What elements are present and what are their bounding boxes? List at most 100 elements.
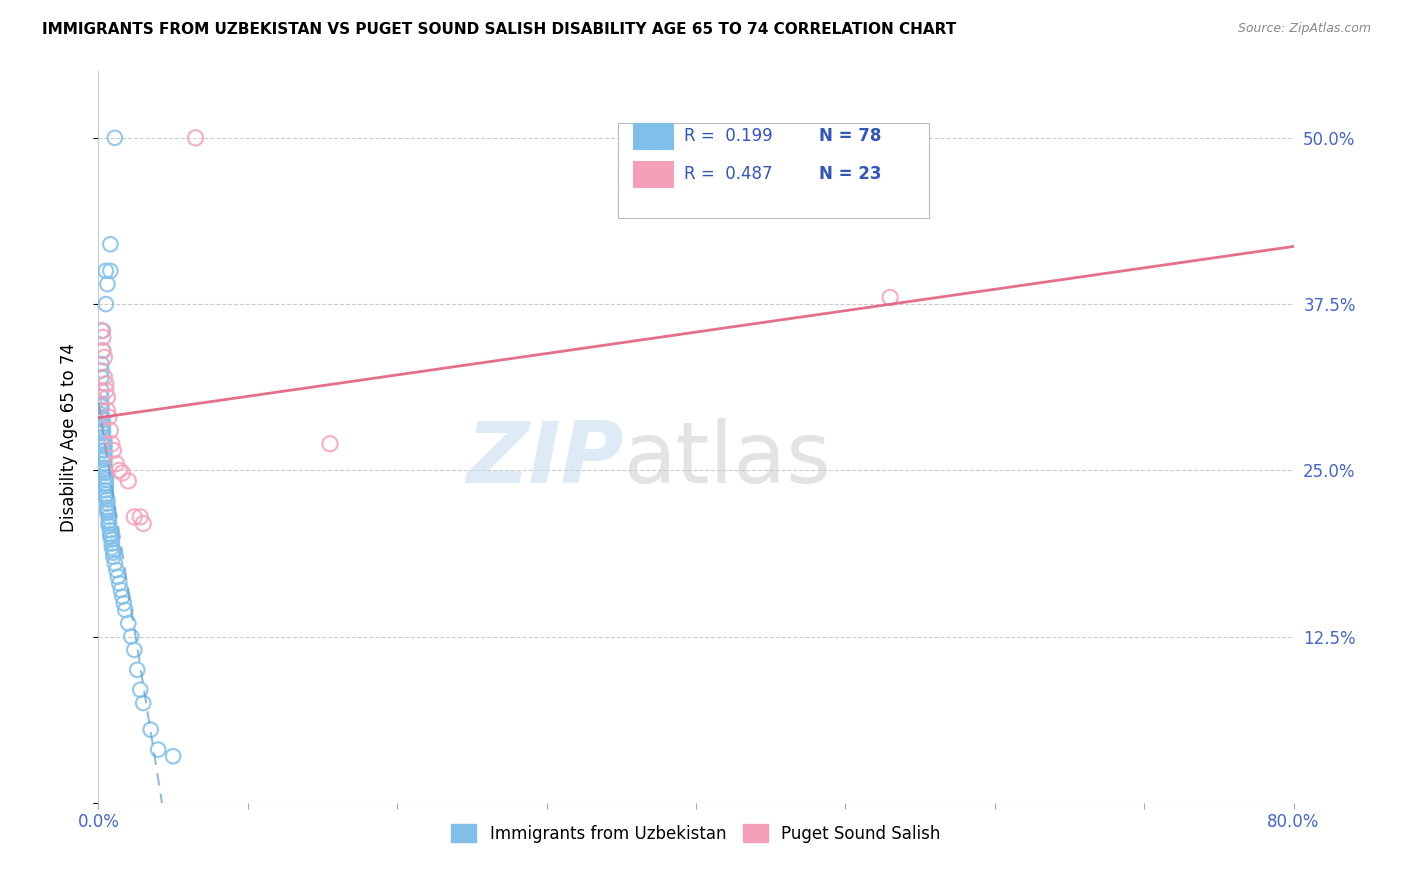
Point [101,436,124,450]
Point [94,297,117,311]
Point [97,509,120,524]
Point [90,370,112,384]
Point [114,603,136,617]
Point [94,473,117,487]
Point [98,424,122,438]
Point [94,479,117,493]
Point [96,277,118,292]
Point [93,452,115,467]
Point [94,376,117,391]
FancyBboxPatch shape [633,161,675,188]
Point [91,424,114,438]
Text: atlas: atlas [624,417,832,500]
Point [112,596,135,610]
Point [91,330,114,344]
Point [93,460,115,475]
Point [117,474,139,488]
Point [105,457,128,471]
Point [90,390,112,404]
Text: N = 23: N = 23 [820,166,882,184]
Point [91,413,114,427]
Point [98,530,122,544]
Text: IMMIGRANTS FROM UZBEKISTAN VS PUGET SOUND SALISH DISABILITY AGE 65 TO 74 CORRELA: IMMIGRANTS FROM UZBEKISTAN VS PUGET SOUN… [42,22,956,37]
Point [97,514,120,528]
Point [90,324,112,338]
Point [97,519,120,533]
Point [101,541,124,555]
Point [98,237,122,252]
Point [103,443,125,458]
Point [120,630,142,644]
Point [148,742,170,756]
Point [103,543,125,558]
Point [90,403,112,417]
Point [129,682,152,697]
Point [93,351,115,365]
Point [101,533,124,547]
Point [103,546,125,560]
Point [90,363,112,377]
Point [127,663,149,677]
Point [184,131,207,145]
Point [132,516,155,531]
Point [93,436,115,450]
Point [132,696,155,710]
Point [96,506,118,520]
Point [91,343,114,358]
Text: R =  0.487: R = 0.487 [685,166,772,184]
Point [97,516,120,531]
Point [90,400,112,414]
Text: N = 78: N = 78 [820,128,882,145]
Point [91,343,114,358]
Point [98,523,122,537]
Point [108,576,131,591]
Point [107,570,129,584]
Point [91,417,114,431]
Point [124,643,146,657]
Point [97,410,120,425]
Text: Source: ZipAtlas.com: Source: ZipAtlas.com [1237,22,1371,36]
Point [129,509,152,524]
Point [111,590,134,604]
Point [90,408,112,422]
Point [94,466,117,480]
Point [96,492,118,507]
Point [96,500,118,515]
Point [101,536,124,550]
Point [124,509,146,524]
Point [93,439,115,453]
Point [162,749,184,764]
Point [104,131,127,145]
Point [96,390,118,404]
Point [93,370,115,384]
Point [96,503,118,517]
Legend: Immigrants from Uzbekistan, Puget Sound Salish: Immigrants from Uzbekistan, Puget Sound … [444,818,948,849]
Text: R =  0.199: R = 0.199 [685,128,773,145]
Point [96,403,118,417]
Point [91,426,114,441]
FancyBboxPatch shape [633,122,675,151]
Point [104,557,127,571]
Point [90,397,112,411]
Point [96,497,118,511]
Point [93,457,115,471]
Point [103,549,125,564]
Point [94,483,117,498]
Point [111,466,134,480]
Point [93,447,115,461]
Point [91,324,114,338]
FancyBboxPatch shape [619,122,929,218]
Y-axis label: Disability Age 65 to 74: Disability Age 65 to 74 [59,343,77,532]
Point [93,434,115,448]
Point [94,487,117,501]
Point [90,357,112,371]
Point [139,723,162,737]
Point [98,527,122,541]
Point [94,476,117,491]
Point [91,430,114,444]
Point [108,463,131,477]
Point [105,563,128,577]
Point [94,384,117,398]
Text: ZIP: ZIP [467,417,624,500]
Point [879,290,901,304]
